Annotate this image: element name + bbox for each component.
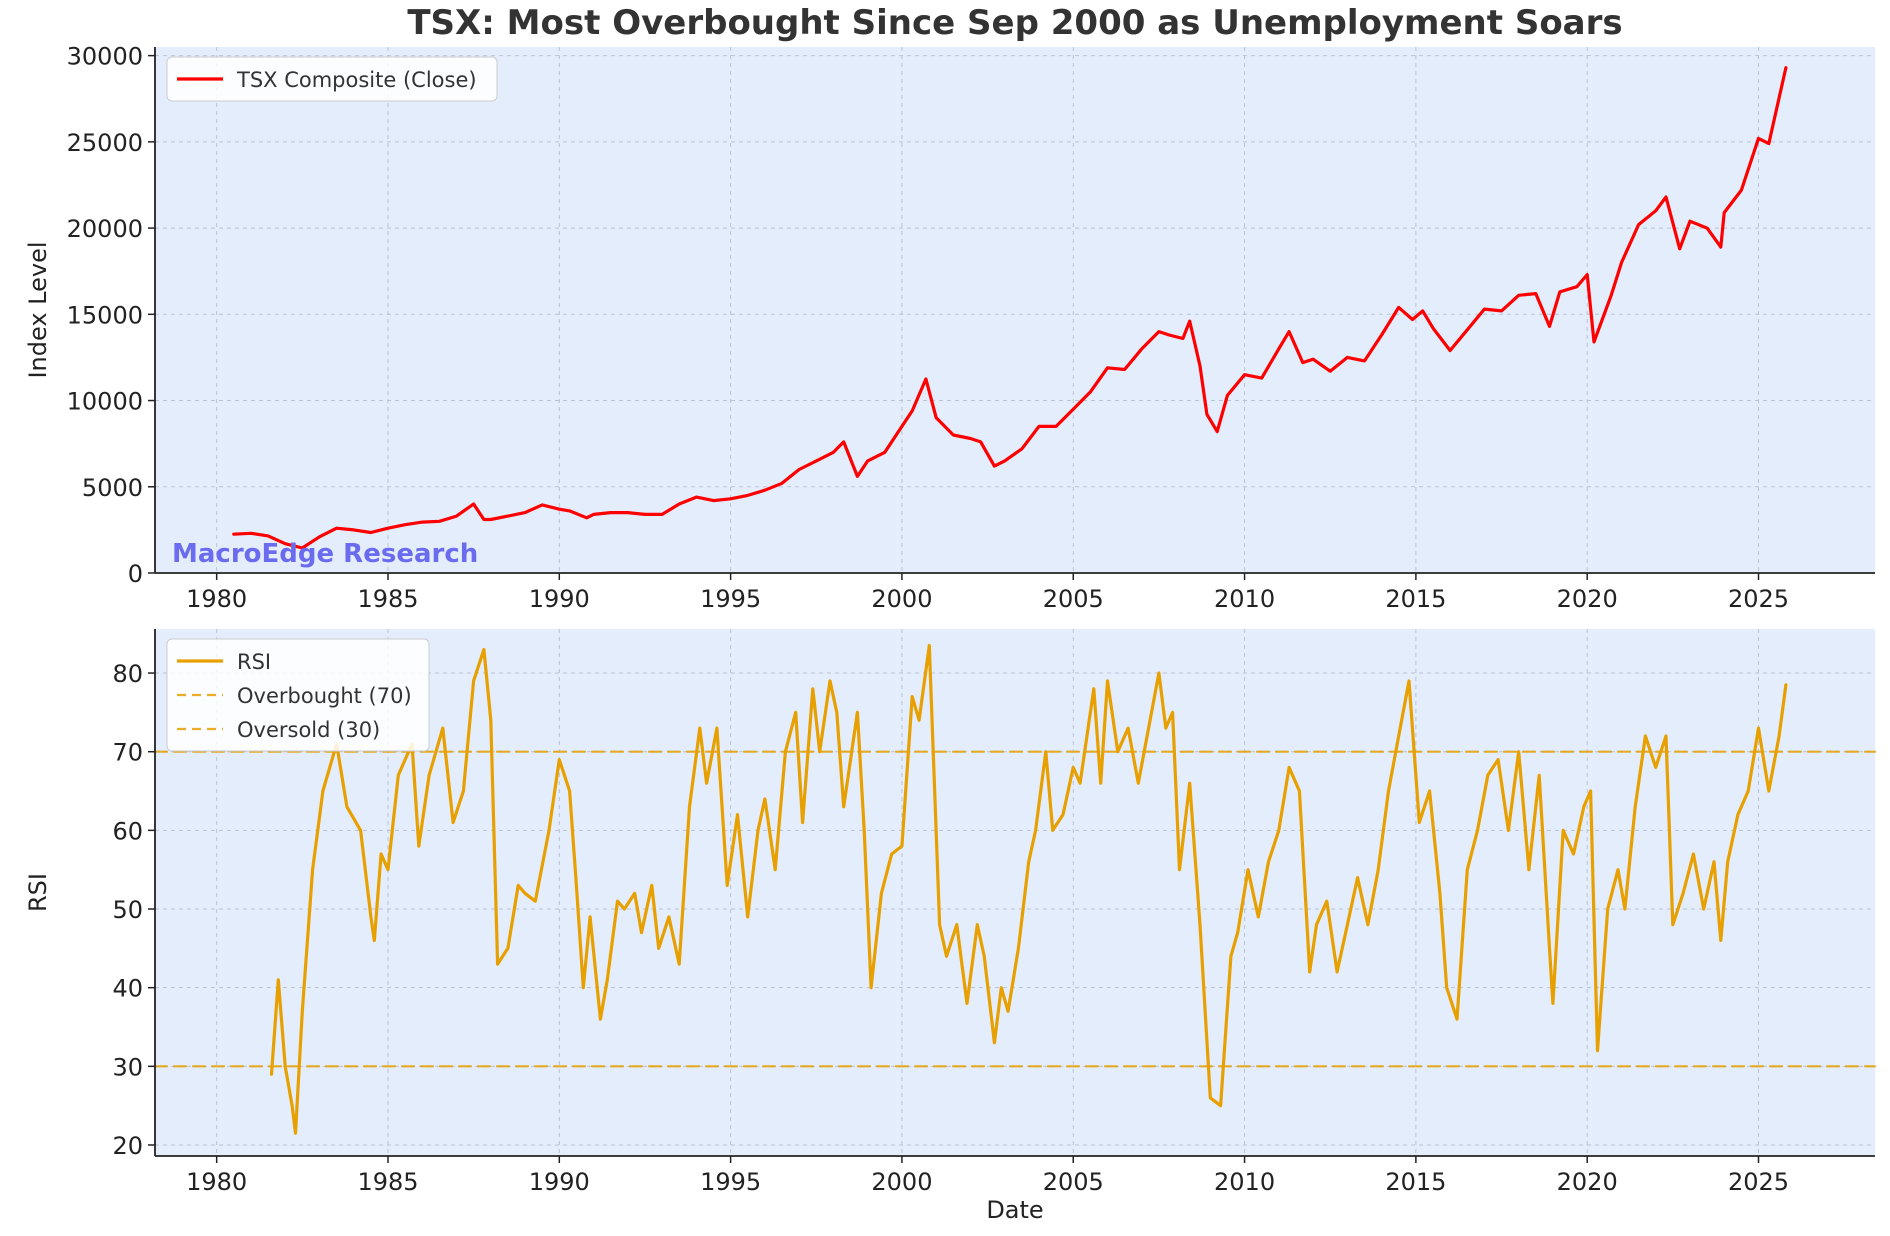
price-y-axis-label: Index Level: [24, 241, 52, 378]
rsi-y-tick-label: 80: [112, 660, 143, 688]
rsi-x-tick-label: 1990: [529, 1168, 590, 1196]
price-x-tick-label: 2005: [1043, 585, 1104, 613]
rsi-legend-label: Oversold (30): [237, 718, 380, 742]
rsi-x-tick-label: 1985: [357, 1168, 418, 1196]
chart-title: TSX: Most Overbought Since Sep 2000 as U…: [407, 3, 1622, 43]
rsi-x-tick-label: 2025: [1728, 1168, 1789, 1196]
price-x-tick-label: 2010: [1214, 585, 1275, 613]
rsi-y-tick-label: 40: [112, 975, 143, 1003]
rsi-y-tick-label: 60: [112, 817, 143, 845]
watermark-text: MacroEdge Research: [172, 539, 478, 569]
price-y-tick-label: 0: [128, 560, 143, 588]
price-legend-box: [166, 56, 498, 102]
rsi-series: [153, 643, 1877, 1135]
price-series-line-0: [232, 66, 1788, 550]
price-y-tick-label: 15000: [67, 301, 143, 329]
price-x-tick-label: 2020: [1557, 585, 1618, 613]
rsi-x-tick-label: 2005: [1043, 1168, 1104, 1196]
price-legend: TSX Composite (Close): [166, 56, 498, 102]
price-y-tick-label: 5000: [82, 474, 143, 502]
price-plot-area: [155, 47, 1875, 573]
price-y-tick-label: 10000: [67, 388, 143, 416]
rsi-legend: RSI Overbought (70) Oversold (30): [166, 638, 430, 752]
price-x-tick-label: 1980: [186, 585, 247, 613]
price-x-tick-label: 1985: [357, 585, 418, 613]
rsi-y-tick-label: 20: [112, 1132, 143, 1160]
rsi-x-tick-label: 2000: [871, 1168, 932, 1196]
rsi-x-tick-label: 2015: [1385, 1168, 1446, 1196]
rsi-legend-label: Overbought (70): [237, 684, 412, 708]
rsi-axes: 1980 1985 1990 1995 2000 2005 2010 2015 2020 2025…: [112, 629, 1875, 1196]
rsi-y-tick-label: 30: [112, 1053, 143, 1081]
price-x-tick-label: 2025: [1728, 585, 1789, 613]
price-x-tick-label: 2015: [1385, 585, 1446, 613]
price-x-tick-label: 2000: [871, 585, 932, 613]
price-y-tick-label: 20000: [67, 215, 143, 243]
rsi-legend-box: [166, 638, 430, 752]
rsi-series-line-0: [269, 643, 1788, 1135]
rsi-x-tick-label: 2010: [1214, 1168, 1275, 1196]
price-y-tick-label: 25000: [67, 129, 143, 157]
rsi-legend-label: RSI: [237, 650, 271, 674]
price-y-tick-label: 30000: [67, 43, 143, 71]
price-x-tick-label: 1990: [529, 585, 590, 613]
rsi-panel: 1980 1985 1990 1995 2000 2005 2010 2015 2020 2025…: [24, 629, 1877, 1224]
rsi-x-tick-label: 1995: [700, 1168, 761, 1196]
price-panel: 1980 1985 1990 1995 2000 2005 2010 2015 2020 2025…: [24, 43, 1875, 613]
price-axes: 1980 1985 1990 1995 2000 2005 2010 2015 2020 2025…: [67, 43, 1875, 613]
rsi-y-axis-label: RSI: [24, 873, 52, 912]
rsi-y-tick-label: 50: [112, 896, 143, 924]
price-x-tick-label: 1995: [700, 585, 761, 613]
rsi-y-tick-label: 70: [112, 739, 143, 767]
rsi-x-tick-label: 2020: [1557, 1168, 1618, 1196]
price-legend-label: TSX Composite (Close): [236, 68, 477, 92]
rsi-x-tick-label: 1980: [186, 1168, 247, 1196]
rsi-plot-area: [155, 629, 1875, 1156]
x-axis-label: Date: [986, 1196, 1043, 1224]
price-series: [232, 66, 1788, 550]
price-gridlines: [155, 47, 1875, 574]
